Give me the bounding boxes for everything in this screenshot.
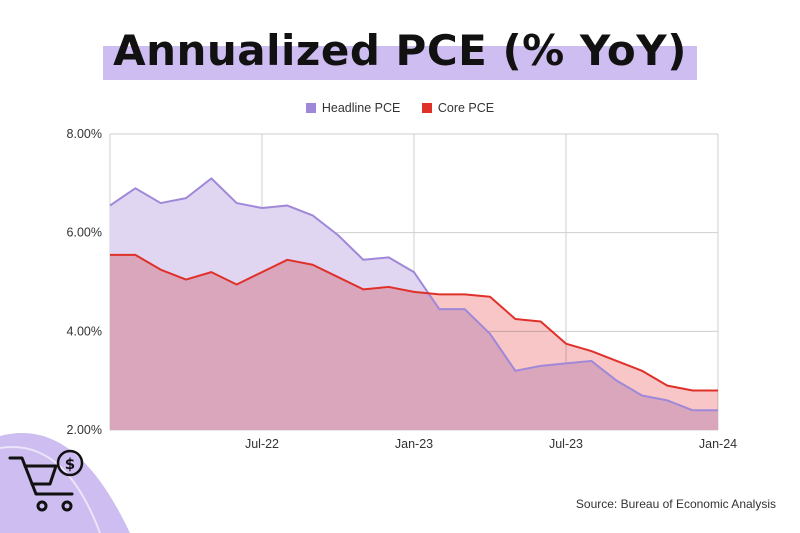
- core-pce-line: [110, 253, 718, 392]
- y-tick-label: 2.00%: [67, 423, 102, 437]
- headline-pce-line: [109, 177, 718, 412]
- legend-item-headline: Headline PCE: [305, 101, 401, 115]
- dollar-icon: $: [65, 455, 75, 473]
- core-pce-area: [110, 254, 718, 430]
- title-highlight: Annualized PCE (% YoY): [103, 26, 697, 80]
- decorative-wave-line: [0, 445, 101, 533]
- shopping-cart-dollar-icon: [8, 449, 84, 512]
- y-tick-label: 6.00%: [67, 226, 102, 240]
- decorative-wave: [0, 432, 130, 533]
- x-tick-label: Jul-22: [245, 437, 279, 451]
- x-tick-label: Jan-24: [699, 437, 737, 451]
- legend-swatch-headline: [305, 103, 316, 113]
- y-tick-label: 4.00%: [67, 324, 102, 338]
- legend-swatch-core: [421, 103, 432, 113]
- source-note: Source: Bureau of Economic Analysis: [575, 497, 776, 511]
- x-tick-label: Jan-23: [395, 437, 433, 451]
- chart-title: Annualized PCE (% YoY): [113, 26, 687, 75]
- y-tick-label: 8.00%: [67, 127, 102, 141]
- title-container: Annualized PCE (% YoY): [0, 26, 800, 80]
- legend-item-core: Core PCE: [421, 101, 495, 115]
- legend-label-core: Core PCE: [437, 101, 495, 115]
- legend-label-headline: Headline PCE: [321, 101, 401, 115]
- legend: Headline PCE Core PCE: [0, 101, 800, 116]
- x-tick-label: Jul-23: [549, 437, 583, 451]
